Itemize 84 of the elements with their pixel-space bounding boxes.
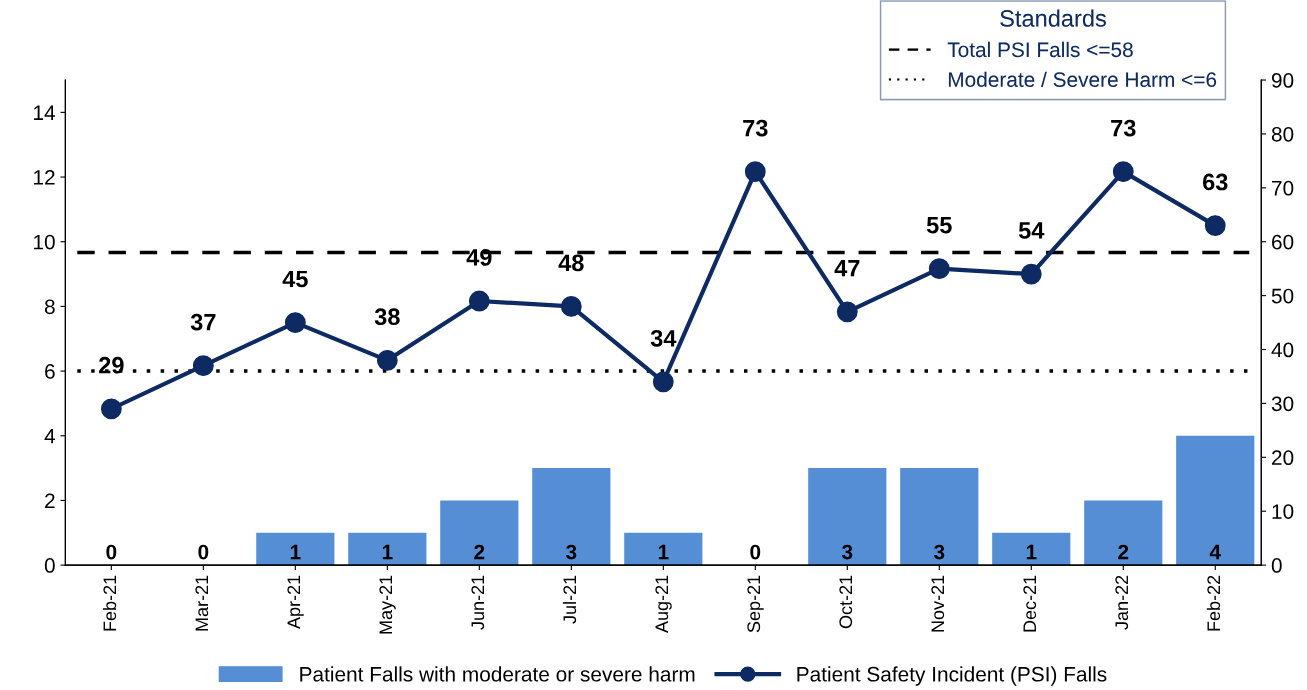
bar	[532, 468, 611, 566]
x-tick-label: May-21	[379, 575, 396, 634]
data-label: 29	[99, 356, 124, 374]
point	[744, 161, 766, 183]
y2-tick-label: 70	[1272, 180, 1294, 196]
bar	[1176, 435, 1255, 566]
data-label: 54	[1018, 222, 1045, 239]
point	[652, 371, 674, 393]
point	[928, 258, 950, 280]
x-tick-label: Nov-21	[931, 575, 945, 632]
data-label: 1	[658, 544, 669, 560]
data-label: 1	[290, 544, 301, 560]
data-label: 73	[1111, 119, 1136, 137]
x-tick-label: Sep-21	[747, 575, 764, 633]
point	[100, 398, 122, 420]
x-tick-label: Mar-21	[195, 575, 209, 631]
y2-tick-label: 80	[1271, 126, 1294, 142]
data-label: 0	[750, 544, 761, 560]
x-tick-label: Jan-22	[1115, 575, 1129, 630]
y2-tick-label: 40	[1271, 342, 1294, 358]
point	[836, 301, 858, 323]
x-tick-label: Jul-21	[562, 575, 577, 624]
y-tick-label: 2	[45, 493, 55, 508]
y-tick-label: 10	[34, 234, 55, 250]
x-tick-label: Jun-21	[471, 575, 485, 630]
data-label: 0	[106, 544, 117, 560]
bar	[992, 532, 1071, 566]
point	[284, 312, 306, 333]
point	[1112, 161, 1134, 183]
legend-label: Patient Falls with moderate or severe harm	[300, 666, 695, 682]
y2-tick-label: 0	[1271, 558, 1282, 573]
y2-tick-label: 20	[1272, 450, 1294, 466]
x-tick-label: Dec-21	[1023, 575, 1037, 632]
data-label: 48	[558, 254, 584, 272]
y-tick-label: 0	[44, 558, 55, 573]
data-label: 1	[382, 544, 393, 560]
point	[376, 349, 398, 371]
y2-tick-label: 50	[1271, 288, 1294, 304]
data-label: 3	[841, 544, 853, 560]
x-tick-label: Aug-21	[655, 575, 672, 634]
bar	[624, 532, 703, 566]
bar	[256, 532, 335, 566]
y2-tick-label: 30	[1271, 396, 1294, 412]
point	[1204, 215, 1226, 236]
y-tick-label: 6	[45, 364, 55, 379]
y2-tick-label: 60	[1272, 234, 1294, 250]
text: Standards	[1000, 9, 1106, 27]
data-label: 0	[198, 544, 209, 560]
data-label: 47	[834, 260, 860, 277]
data-label: 37	[190, 313, 216, 331]
data-label: 45	[282, 270, 308, 288]
data-label: 63	[1202, 173, 1228, 191]
data-label: 4	[1209, 544, 1221, 560]
data-label: 34	[650, 329, 677, 347]
bar	[348, 532, 427, 566]
data-label: 3	[933, 544, 945, 560]
y2-tick-label: 10	[1272, 504, 1294, 519]
point	[1020, 263, 1042, 285]
x-tick-label: Feb-22	[1206, 575, 1221, 631]
bar	[1084, 500, 1163, 566]
y-tick-label: 4	[44, 428, 56, 444]
data-label: 2	[1118, 544, 1129, 560]
bar	[808, 468, 887, 566]
point	[468, 290, 490, 312]
data-label: 55	[926, 216, 952, 234]
point	[192, 355, 214, 377]
data-label: 1	[1026, 544, 1037, 560]
data-label: 73	[743, 119, 768, 137]
data-label: 3	[566, 544, 577, 560]
x-tick-label: Feb-21	[102, 575, 117, 631]
x-tick-label: Oct-21	[839, 575, 853, 629]
y2-tick-label: 90	[1271, 73, 1294, 88]
bar	[440, 500, 519, 566]
data-label: 2	[474, 544, 485, 560]
x-tick-label: Apr-21	[287, 575, 304, 629]
legend-label: Patient Safety Incident (PSI) Falls	[797, 666, 1107, 686]
bar	[900, 468, 979, 566]
data-label: 38	[374, 308, 400, 326]
y-tick-label: 8	[44, 299, 55, 315]
legend-label: Total PSI Falls <=58	[947, 41, 1133, 58]
y-tick-label: 14	[34, 105, 56, 120]
point	[560, 295, 582, 317]
y-tick-label: 12	[34, 170, 55, 185]
legend-label: Moderate / Severe Harm <=6	[948, 71, 1217, 87]
